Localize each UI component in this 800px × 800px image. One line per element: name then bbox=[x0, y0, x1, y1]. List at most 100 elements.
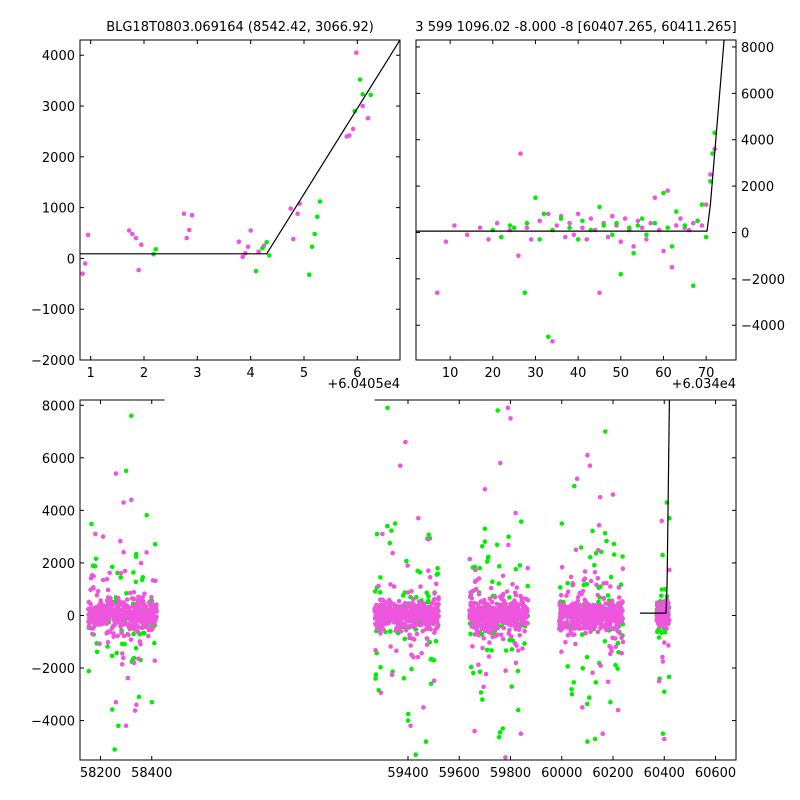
y-tick-label: 0 bbox=[741, 226, 749, 241]
x-tick-label: 70 bbox=[698, 366, 715, 381]
data-point bbox=[595, 629, 601, 635]
data-point bbox=[110, 707, 115, 712]
data-point bbox=[513, 592, 519, 598]
data-point bbox=[665, 188, 670, 193]
data-point bbox=[121, 550, 126, 555]
x-tick-label: 4 bbox=[247, 366, 255, 381]
data-point bbox=[123, 723, 129, 729]
data-point bbox=[592, 227, 598, 233]
data-point bbox=[121, 500, 126, 505]
data-point bbox=[507, 595, 512, 600]
data-point bbox=[644, 232, 649, 238]
data-point bbox=[506, 534, 511, 539]
data-point bbox=[118, 575, 124, 580]
data-point bbox=[611, 609, 617, 615]
data-point bbox=[661, 248, 666, 254]
data-point bbox=[131, 596, 137, 602]
x-tick-label: 40 bbox=[570, 366, 587, 381]
data-point bbox=[120, 651, 125, 656]
data-point bbox=[603, 615, 609, 621]
data-point bbox=[93, 607, 98, 613]
data-point bbox=[656, 227, 662, 233]
data-point bbox=[108, 605, 114, 610]
data-point bbox=[563, 639, 568, 645]
data-point bbox=[476, 662, 481, 667]
data-point bbox=[619, 650, 625, 656]
data-point bbox=[403, 628, 409, 633]
data-point bbox=[496, 734, 502, 740]
data-point bbox=[571, 680, 576, 685]
data-point bbox=[115, 604, 120, 609]
data-point bbox=[489, 625, 495, 630]
data-point bbox=[236, 239, 242, 244]
data-point bbox=[598, 625, 603, 631]
data-point bbox=[392, 603, 398, 608]
data-point bbox=[140, 595, 145, 600]
data-point bbox=[421, 705, 426, 710]
data-point bbox=[409, 652, 414, 658]
data-point bbox=[115, 633, 120, 639]
data-point bbox=[97, 602, 102, 607]
data-point bbox=[588, 227, 594, 233]
data-point bbox=[423, 739, 429, 744]
data-point bbox=[417, 622, 422, 628]
data-point bbox=[464, 232, 470, 238]
data-point bbox=[605, 593, 611, 598]
data-point bbox=[373, 616, 379, 621]
data-point bbox=[592, 570, 598, 575]
data-point bbox=[133, 579, 139, 585]
data-point bbox=[433, 638, 439, 644]
data-point bbox=[411, 625, 417, 630]
x-tick-label: 6 bbox=[353, 366, 361, 381]
data-point bbox=[500, 636, 506, 642]
data-point bbox=[471, 615, 477, 620]
data-point bbox=[354, 50, 359, 55]
data-point bbox=[130, 604, 135, 609]
data-point bbox=[620, 566, 626, 571]
data-point bbox=[357, 77, 363, 82]
data-point bbox=[710, 151, 715, 156]
data-point bbox=[409, 666, 414, 672]
data-point bbox=[309, 244, 315, 249]
data-point bbox=[505, 610, 510, 616]
data-point bbox=[509, 647, 515, 652]
data-point bbox=[406, 601, 411, 606]
data-point bbox=[495, 632, 500, 638]
data-point bbox=[582, 603, 588, 608]
data-point bbox=[109, 625, 115, 631]
data-point bbox=[596, 548, 601, 553]
data-point bbox=[520, 646, 525, 651]
data-point bbox=[435, 290, 440, 296]
data-point bbox=[499, 608, 505, 613]
data-point bbox=[601, 595, 606, 601]
data-point bbox=[584, 237, 589, 242]
data-point bbox=[619, 600, 625, 606]
data-point bbox=[612, 619, 618, 624]
data-point bbox=[472, 579, 478, 585]
data-point bbox=[506, 622, 512, 627]
data-point bbox=[435, 566, 440, 571]
data-point bbox=[513, 510, 518, 516]
data-point bbox=[407, 632, 412, 638]
data-point bbox=[388, 617, 393, 622]
data-point bbox=[389, 528, 394, 533]
data-point bbox=[105, 587, 111, 593]
data-point bbox=[608, 574, 614, 580]
data-point bbox=[592, 563, 597, 568]
data-point bbox=[659, 621, 664, 626]
data-point bbox=[85, 232, 91, 238]
data-point bbox=[575, 595, 581, 600]
data-point bbox=[116, 615, 122, 620]
data-point bbox=[686, 227, 692, 233]
data-point bbox=[708, 179, 713, 184]
data-point bbox=[436, 596, 441, 602]
data-point bbox=[471, 670, 476, 676]
data-point bbox=[565, 614, 570, 620]
data-point bbox=[568, 603, 574, 608]
data-point bbox=[118, 571, 124, 576]
data-point bbox=[411, 637, 417, 642]
data-point bbox=[443, 239, 449, 244]
data-point bbox=[416, 615, 421, 620]
data-point bbox=[483, 615, 488, 621]
data-point bbox=[608, 645, 614, 651]
